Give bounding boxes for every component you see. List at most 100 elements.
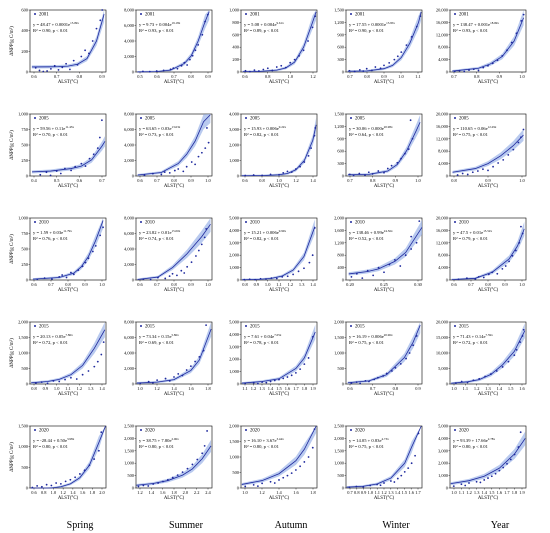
data-point	[517, 446, 520, 448]
confidence-band	[136, 439, 212, 487]
data-point	[299, 165, 302, 168]
data-point	[364, 174, 366, 177]
data-point	[379, 67, 382, 70]
data-point	[76, 63, 79, 66]
y-tick-label: 3,000	[229, 127, 240, 133]
fit-stats: R² = 0.74, p < 0.01	[139, 236, 175, 242]
data-point	[163, 171, 166, 174]
fit-equation: y = 71.43 + 0.14e7.59x	[453, 333, 493, 339]
x-tick-label: 1.8	[302, 386, 308, 391]
y-tick-label: 3,000	[438, 448, 449, 454]
data-point	[96, 360, 99, 363]
data-point	[38, 69, 41, 72]
data-point	[169, 68, 172, 71]
x-tick-label: 0.9	[99, 74, 105, 79]
data-point	[84, 49, 86, 52]
legend-marker	[350, 325, 352, 327]
x-tick-label: 0.7	[347, 178, 353, 183]
data-point	[157, 482, 159, 484]
data-point	[206, 13, 209, 16]
x-tick-label: 0.9	[361, 490, 367, 495]
data-point	[70, 376, 72, 379]
data-point	[490, 373, 492, 375]
y-tick-label: 0	[132, 174, 135, 179]
legend-year: 2020	[250, 429, 260, 434]
fit-curve	[137, 223, 211, 280]
data-point	[314, 127, 317, 129]
y-tick-label: 0	[237, 382, 240, 387]
y-tick-label: 2,000	[229, 253, 240, 259]
data-point	[91, 40, 94, 42]
data-point	[465, 277, 468, 280]
fit-equation: y = 15.21 + 0.006e9.90x	[244, 229, 286, 235]
data-point	[512, 148, 515, 151]
data-point	[477, 276, 480, 278]
confidence-band	[242, 219, 315, 280]
x-tick-label: 1.2	[381, 490, 387, 495]
fit-stats: R² = 0.80, p < 0.01	[139, 444, 175, 450]
y-tick-label: 1,000	[229, 455, 240, 461]
y-tick-label: 200	[21, 49, 28, 54]
x-tick-label: 1.2	[293, 178, 299, 183]
y-tick-label: 1,600	[334, 228, 345, 234]
data-point	[96, 147, 99, 150]
fit-curve	[31, 14, 105, 68]
y-tick-label: 4,000	[229, 332, 240, 338]
x-tick-label: 0.8	[188, 74, 194, 79]
data-point	[506, 49, 508, 52]
legend-year: 2015	[355, 325, 365, 330]
confidence-band	[31, 10, 105, 69]
data-point	[269, 173, 272, 176]
x-tick-label: 0.6	[31, 74, 37, 79]
x-tick-label: 1.4	[310, 282, 316, 287]
data-point	[498, 469, 501, 472]
data-point	[164, 277, 167, 280]
data-point	[61, 274, 64, 276]
data-point	[31, 486, 34, 489]
data-point	[155, 70, 158, 72]
x-tick-label: 0.6	[154, 74, 160, 79]
x-tick-label: 0.9	[254, 282, 260, 287]
fit-curve	[347, 11, 422, 72]
data-point	[388, 263, 391, 266]
confidence-band	[242, 10, 317, 72]
y-tick-label: 0	[132, 382, 135, 387]
x-tick-label: 0.7	[154, 282, 160, 287]
data-point	[194, 163, 197, 166]
data-point	[204, 20, 206, 23]
fit-curve	[450, 438, 526, 485]
fit-equation: y = 138.47 + 0.001e18.69x	[453, 21, 499, 27]
y-tick-label: 0	[132, 486, 135, 491]
data-point	[197, 249, 200, 252]
data-point	[348, 173, 351, 176]
legend-marker	[454, 221, 456, 223]
x-tick-label: 1.4	[497, 386, 503, 391]
x-tick-label: 0.7	[347, 74, 353, 79]
fit-stats: R² = 0.82, p < 0.01	[244, 236, 280, 242]
data-point	[254, 278, 257, 281]
y-tick-label: 0	[26, 278, 29, 283]
y-tick-label: 500	[337, 473, 344, 478]
data-point	[87, 370, 90, 372]
x-tick-label: 1.2	[288, 282, 294, 287]
data-point	[142, 278, 145, 281]
data-point	[457, 278, 460, 281]
x-tick-label: 1.0	[205, 178, 211, 183]
data-point	[45, 483, 48, 486]
x-axis-label: ALST(°C)	[269, 184, 290, 189]
data-point	[415, 335, 418, 337]
legend-year: 2015	[459, 325, 469, 330]
y-tick-label: 2,000	[124, 366, 135, 372]
data-point	[487, 273, 490, 276]
confidence-band	[136, 322, 212, 384]
data-point	[95, 27, 98, 30]
data-point	[166, 478, 169, 481]
data-point	[415, 241, 418, 244]
legend-year: 2005	[459, 117, 469, 122]
y-tick-label: 600	[232, 32, 239, 37]
data-point	[194, 49, 197, 52]
fit-equation: y = 23.82 + 0.01e15.00x	[139, 229, 181, 235]
y-tick-label: 4,000	[124, 247, 135, 253]
data-point	[303, 461, 306, 463]
data-point	[265, 381, 268, 384]
